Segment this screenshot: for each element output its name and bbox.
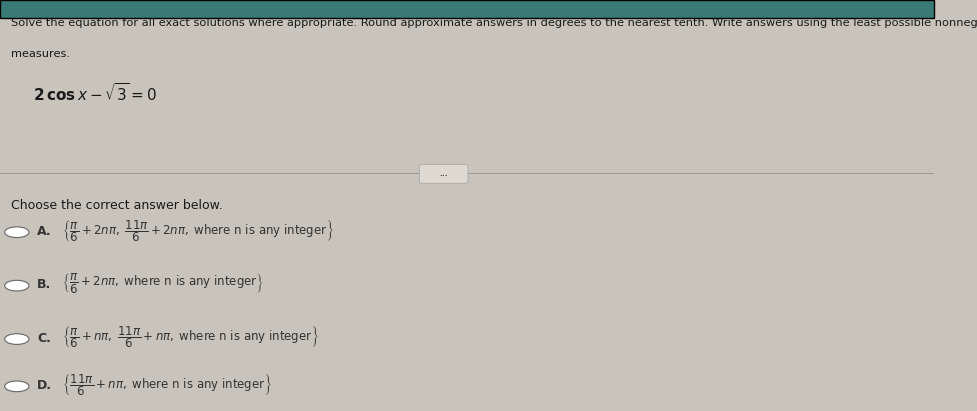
Text: B.: B. bbox=[37, 278, 52, 291]
Text: D.: D. bbox=[37, 379, 53, 392]
FancyBboxPatch shape bbox=[419, 164, 467, 183]
Text: $\mathbf{2\,cos\,}x - \sqrt{3} = 0$: $\mathbf{2\,cos\,}x - \sqrt{3} = 0$ bbox=[32, 82, 156, 104]
Circle shape bbox=[5, 334, 29, 344]
Text: Choose the correct answer below.: Choose the correct answer below. bbox=[11, 199, 223, 212]
Text: measures.: measures. bbox=[11, 49, 70, 59]
Text: $\left\{\dfrac{\pi}{6}+n\pi,\;\dfrac{11\pi}{6}+n\pi,\;\text{where n is any integ: $\left\{\dfrac{\pi}{6}+n\pi,\;\dfrac{11\… bbox=[62, 325, 319, 351]
Text: $\left\{\dfrac{\pi}{6}+2n\pi,\;\text{where n is any integer}\right\}$: $\left\{\dfrac{\pi}{6}+2n\pi,\;\text{whe… bbox=[62, 271, 263, 295]
Text: ...: ... bbox=[439, 169, 447, 178]
Circle shape bbox=[5, 227, 29, 238]
Text: $\left\{\dfrac{\pi}{6}+2n\pi,\;\dfrac{11\pi}{6}+2n\pi,\;\text{where n is any int: $\left\{\dfrac{\pi}{6}+2n\pi,\;\dfrac{11… bbox=[62, 218, 333, 244]
Text: A.: A. bbox=[37, 225, 52, 238]
Circle shape bbox=[5, 280, 29, 291]
Circle shape bbox=[5, 381, 29, 392]
Text: Solve the equation for all exact solutions where appropriate. Round approximate : Solve the equation for all exact solutio… bbox=[11, 18, 977, 28]
FancyBboxPatch shape bbox=[0, 0, 933, 18]
Text: $\left\{\dfrac{11\pi}{6}+n\pi,\;\text{where n is any integer}\right\}$: $\left\{\dfrac{11\pi}{6}+n\pi,\;\text{wh… bbox=[62, 372, 272, 398]
Text: C.: C. bbox=[37, 332, 51, 345]
